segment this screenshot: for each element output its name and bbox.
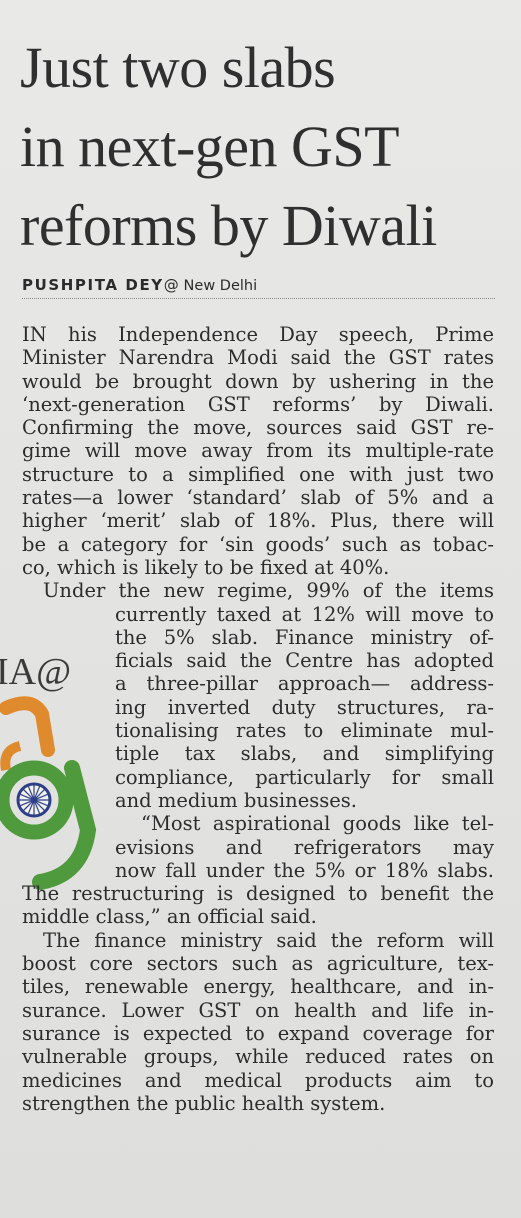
article-line: now fall under the 5% or 18% slabs. xyxy=(115,858,494,882)
independence-day-logo-image: IA@ xyxy=(0,651,97,890)
article-line: compliance, particularly for small xyxy=(115,765,494,789)
article-line: tiles, renewable energy, healthcare, and… xyxy=(22,975,494,999)
headline-line: reforms by Diwali xyxy=(20,193,437,258)
logo-text: IA@ xyxy=(0,651,71,693)
article-line: vulnerable groups, while reduced rates o… xyxy=(22,1045,494,1069)
article-line: tionalising rates to eliminate mul- xyxy=(115,719,494,743)
article-line: IN his Independence Day speech, Prime xyxy=(22,323,494,346)
article-line: higher ‘merit’ slab of 18%. Plus, there … xyxy=(22,509,494,533)
article-line: would be brought down by ushering in the xyxy=(22,369,494,393)
byline: PUSHPITA DEY@ New Delhi xyxy=(22,276,495,299)
article-line: The restructuring is designed to benefit… xyxy=(22,882,494,906)
article-line: middle class,” an official said. xyxy=(22,905,317,929)
article-line: tiple tax slabs, and simplifying xyxy=(115,742,494,766)
article-line: boost core sectors such as agriculture, … xyxy=(22,952,494,976)
article-line: structure to a simplified one with just … xyxy=(22,462,494,486)
article-line: the 5% slab. Finance ministry of- xyxy=(115,625,494,649)
article-line: ficials said the Centre has adopted xyxy=(115,649,494,673)
article-line: a three-pillar approach— address- xyxy=(115,672,494,696)
byline-place: New Delhi xyxy=(183,278,258,294)
headline-line: in next-gen GST xyxy=(20,114,400,179)
article-line: and medium businesses. xyxy=(115,788,358,812)
article-line: currently taxed at 12% will move to xyxy=(115,602,494,626)
article-line: surance. Lower GST on health and life in… xyxy=(22,998,494,1022)
article-body: IN his Independence Day speech, Prime Mi… xyxy=(22,323,494,1115)
article-line: gime will move away from its multiple-ra… xyxy=(22,439,494,463)
ashoka-chakra-icon xyxy=(16,782,52,818)
article-line: ing inverted duty structures, ra- xyxy=(115,695,494,719)
article-line: The finance ministry said the reform wil… xyxy=(43,928,494,952)
article-line: “Most aspirational goods like tel- xyxy=(141,812,494,836)
article-line: evisions and refrigerators may xyxy=(115,835,494,859)
article-line: co, which is likely to be fixed at 40%. xyxy=(22,555,390,579)
article-line: rates—a lower ‘standard’ slab of 5% and … xyxy=(22,486,494,510)
article-line: strengthen the public health system. xyxy=(22,1091,386,1115)
article-line: Under the new regime, 99% of the items xyxy=(43,579,494,603)
byline-at: @ xyxy=(163,276,179,294)
article-line: ‘next-generation GST reforms’ by Diwali. xyxy=(22,392,494,416)
article-line: Confirming the move, sources said GST re… xyxy=(22,416,494,440)
article-line: Minister Narendra Modi said the GST rate… xyxy=(22,346,494,370)
article-line: be a category for ‘sin goods’ such as to… xyxy=(22,532,494,556)
headline-line: Just two slabs xyxy=(20,35,336,100)
article-line: medicines and medical products aim to xyxy=(22,1068,494,1092)
article-line: surance is expected to expand coverage f… xyxy=(22,1021,494,1045)
byline-author: PUSHPITA DEY xyxy=(22,276,164,294)
headline: Just two slabs in next-gen GST reforms b… xyxy=(20,28,510,265)
